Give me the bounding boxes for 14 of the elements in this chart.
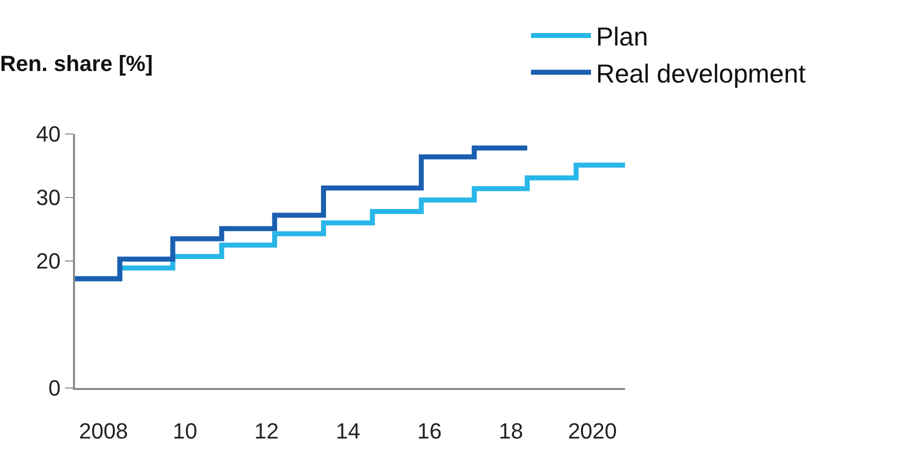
y-tick-label: 30 xyxy=(36,185,61,210)
x-tick-label: 2008 xyxy=(79,418,128,444)
legend-label: Plan xyxy=(596,22,648,52)
y-axis-title: Ren. share [%] xyxy=(0,51,153,76)
x-tick-label: 18 xyxy=(498,418,524,444)
x-tick-label: 12 xyxy=(254,418,279,444)
y-tick-label: 40 xyxy=(36,122,61,147)
y-tick-label: 20 xyxy=(36,248,61,274)
x-tick-label: 2020 xyxy=(568,418,617,444)
legend-label: Real development xyxy=(596,58,806,88)
x-tick-label: 14 xyxy=(336,418,360,444)
y-tick-label: 0 xyxy=(48,376,61,401)
x-tick-label: 10 xyxy=(172,418,198,444)
x-tick-label: 16 xyxy=(417,418,442,444)
